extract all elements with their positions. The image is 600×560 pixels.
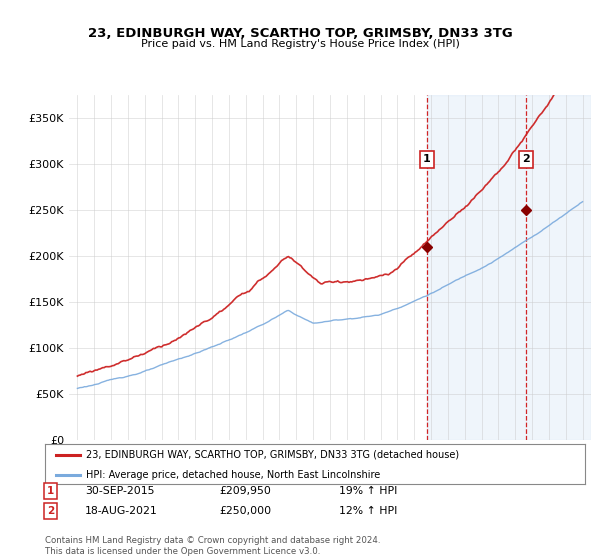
Text: £250,000: £250,000 xyxy=(219,506,271,516)
Text: 12% ↑ HPI: 12% ↑ HPI xyxy=(339,506,397,516)
Text: Price paid vs. HM Land Registry's House Price Index (HPI): Price paid vs. HM Land Registry's House … xyxy=(140,39,460,49)
Text: 23, EDINBURGH WAY, SCARTHO TOP, GRIMSBY, DN33 3TG (detached house): 23, EDINBURGH WAY, SCARTHO TOP, GRIMSBY,… xyxy=(86,450,458,460)
Text: 2: 2 xyxy=(522,155,530,165)
Text: 18-AUG-2021: 18-AUG-2021 xyxy=(85,506,158,516)
Text: £209,950: £209,950 xyxy=(219,486,271,496)
Text: 30-SEP-2015: 30-SEP-2015 xyxy=(85,486,155,496)
Text: Contains HM Land Registry data © Crown copyright and database right 2024.
This d: Contains HM Land Registry data © Crown c… xyxy=(45,536,380,556)
Text: 1: 1 xyxy=(47,486,54,496)
Text: 1: 1 xyxy=(423,155,431,165)
Text: 23, EDINBURGH WAY, SCARTHO TOP, GRIMSBY, DN33 3TG: 23, EDINBURGH WAY, SCARTHO TOP, GRIMSBY,… xyxy=(88,27,512,40)
Bar xyxy=(427,95,591,440)
Text: 19% ↑ HPI: 19% ↑ HPI xyxy=(339,486,397,496)
Text: 2: 2 xyxy=(47,506,54,516)
Text: HPI: Average price, detached house, North East Lincolnshire: HPI: Average price, detached house, Nort… xyxy=(86,470,380,480)
